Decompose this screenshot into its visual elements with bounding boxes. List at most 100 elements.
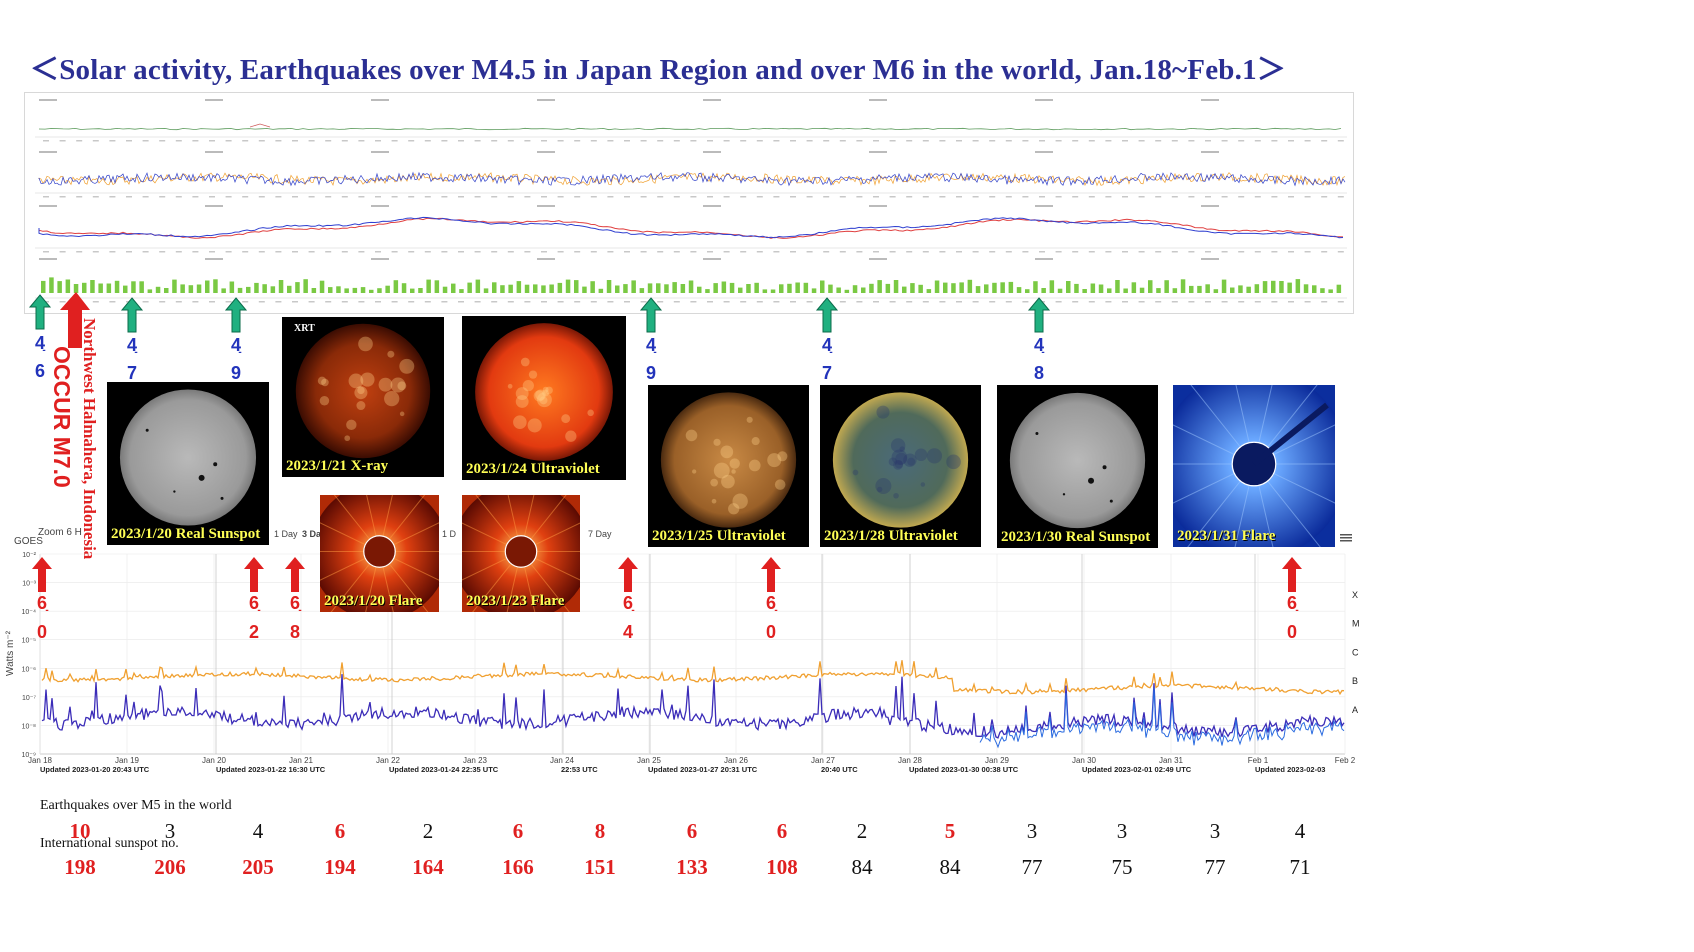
panel-tick bbox=[109, 196, 116, 198]
solar-wind-plots bbox=[35, 99, 1361, 303]
panel-tick bbox=[1072, 301, 1079, 303]
active-region bbox=[561, 414, 571, 424]
active-region bbox=[344, 435, 351, 442]
active-region bbox=[513, 415, 527, 429]
panel-tick bbox=[723, 251, 730, 253]
world-quake-count: 3 bbox=[1209, 819, 1221, 843]
panel-tick bbox=[1337, 140, 1344, 142]
panel-tick bbox=[1088, 140, 1095, 142]
sun-disk bbox=[475, 323, 613, 461]
panel-tick bbox=[740, 251, 747, 253]
kp-bar bbox=[828, 284, 833, 293]
panel-tick bbox=[1055, 301, 1062, 303]
red-up-arrow-icon bbox=[761, 557, 781, 592]
panel-tick bbox=[524, 251, 531, 253]
kp-bar bbox=[1098, 284, 1104, 293]
world-quake-count: 8 bbox=[594, 819, 606, 843]
panel-tick bbox=[690, 140, 697, 142]
panel-tick bbox=[657, 251, 664, 253]
day-button-7[interactable]: 7 Day bbox=[588, 529, 612, 539]
goes-header: GOES bbox=[14, 536, 43, 547]
panel-tick bbox=[839, 301, 846, 303]
day-button-1d[interactable]: 1 D bbox=[442, 529, 457, 539]
sunspot-mark bbox=[1102, 465, 1107, 470]
day-button-3[interactable]: 3 Da bbox=[302, 529, 322, 539]
panel-tick bbox=[624, 196, 630, 198]
sunspot-mark bbox=[213, 462, 218, 467]
panel-tick bbox=[441, 301, 448, 303]
panel-tick bbox=[92, 251, 99, 253]
panel-tick bbox=[673, 196, 680, 198]
sunspot-mark bbox=[1088, 477, 1095, 484]
panel-tick bbox=[424, 251, 431, 253]
world-mag-dot: - bbox=[298, 605, 302, 616]
sunspot-number: 151 bbox=[584, 855, 616, 879]
panel-tick bbox=[258, 251, 265, 253]
kp-bar bbox=[803, 282, 809, 293]
active-region bbox=[384, 391, 400, 407]
panel-tick bbox=[1005, 196, 1012, 198]
red-arrow-shape bbox=[285, 557, 305, 592]
kp-bar bbox=[1123, 288, 1128, 293]
kp-bar bbox=[729, 282, 735, 293]
active-region bbox=[515, 387, 529, 400]
goes-ytick: 10⁻² bbox=[22, 552, 36, 559]
panel-tick bbox=[308, 140, 315, 142]
panel-tick bbox=[1304, 251, 1311, 253]
kp-bar bbox=[1033, 281, 1038, 293]
panel-tick bbox=[624, 140, 630, 142]
goes-date-tick: Jan 20 bbox=[202, 756, 227, 765]
panel-tick bbox=[1005, 140, 1012, 142]
panel-tick bbox=[806, 140, 813, 142]
active-region bbox=[321, 378, 329, 387]
panel-tick bbox=[956, 196, 962, 198]
kp-bar bbox=[188, 285, 194, 293]
panel-tick bbox=[109, 140, 116, 142]
active-region bbox=[920, 482, 926, 487]
kp-bar bbox=[688, 280, 694, 293]
active-region bbox=[356, 401, 366, 411]
panel-sublabel bbox=[703, 99, 721, 101]
kp-bar bbox=[869, 283, 874, 293]
solar-image: 2023/1/25 Ultraviolet bbox=[648, 385, 809, 547]
goes-ytick: 10⁻⁷ bbox=[22, 695, 36, 702]
kp-bar bbox=[172, 279, 177, 293]
solar-image: 2023/1/24 Ultraviolet bbox=[462, 316, 626, 480]
panel-tick bbox=[1171, 140, 1178, 142]
active-region bbox=[507, 383, 513, 389]
kp-bar bbox=[57, 281, 62, 293]
solar-image-caption: 2023/1/28 Ultraviolet bbox=[824, 528, 958, 544]
panel-tick bbox=[109, 251, 116, 253]
panel-tick bbox=[258, 196, 265, 198]
panel-tick bbox=[640, 196, 647, 198]
kp-bar bbox=[442, 286, 448, 293]
kp-bar bbox=[467, 282, 472, 293]
panel-tick bbox=[76, 196, 83, 198]
panel-tick bbox=[59, 251, 66, 253]
panel-tick bbox=[109, 301, 116, 303]
electron-flux-blue bbox=[38, 171, 1346, 187]
active-region bbox=[399, 411, 405, 417]
panel-tick bbox=[607, 196, 614, 198]
panel-tick bbox=[358, 301, 365, 303]
active-region bbox=[536, 392, 552, 408]
goes-date-tick: Jan 29 bbox=[985, 756, 1010, 765]
kp-bar bbox=[967, 279, 973, 293]
panel-tick bbox=[541, 251, 547, 253]
panel-sublabel bbox=[205, 151, 223, 153]
day-button-1[interactable]: 1 Day bbox=[274, 529, 298, 539]
solar-image-caption: 2023/1/30 Real Sunspot bbox=[1001, 529, 1151, 545]
sun-disk bbox=[832, 392, 969, 528]
solar-image-caption: 2023/1/24 Ultraviolet bbox=[466, 461, 600, 477]
panel-tick bbox=[856, 196, 863, 198]
kp-bar bbox=[1115, 280, 1120, 293]
sunspot-mark bbox=[145, 428, 149, 432]
red-arrow-shape bbox=[244, 557, 264, 592]
solar-wind-panel bbox=[24, 92, 1361, 314]
active-region bbox=[357, 386, 365, 395]
panel-tick bbox=[491, 140, 498, 142]
panel-tick bbox=[673, 140, 680, 142]
world-mag-dot: - bbox=[631, 605, 635, 616]
kp-bar bbox=[352, 287, 358, 293]
panel-tick bbox=[209, 301, 215, 303]
